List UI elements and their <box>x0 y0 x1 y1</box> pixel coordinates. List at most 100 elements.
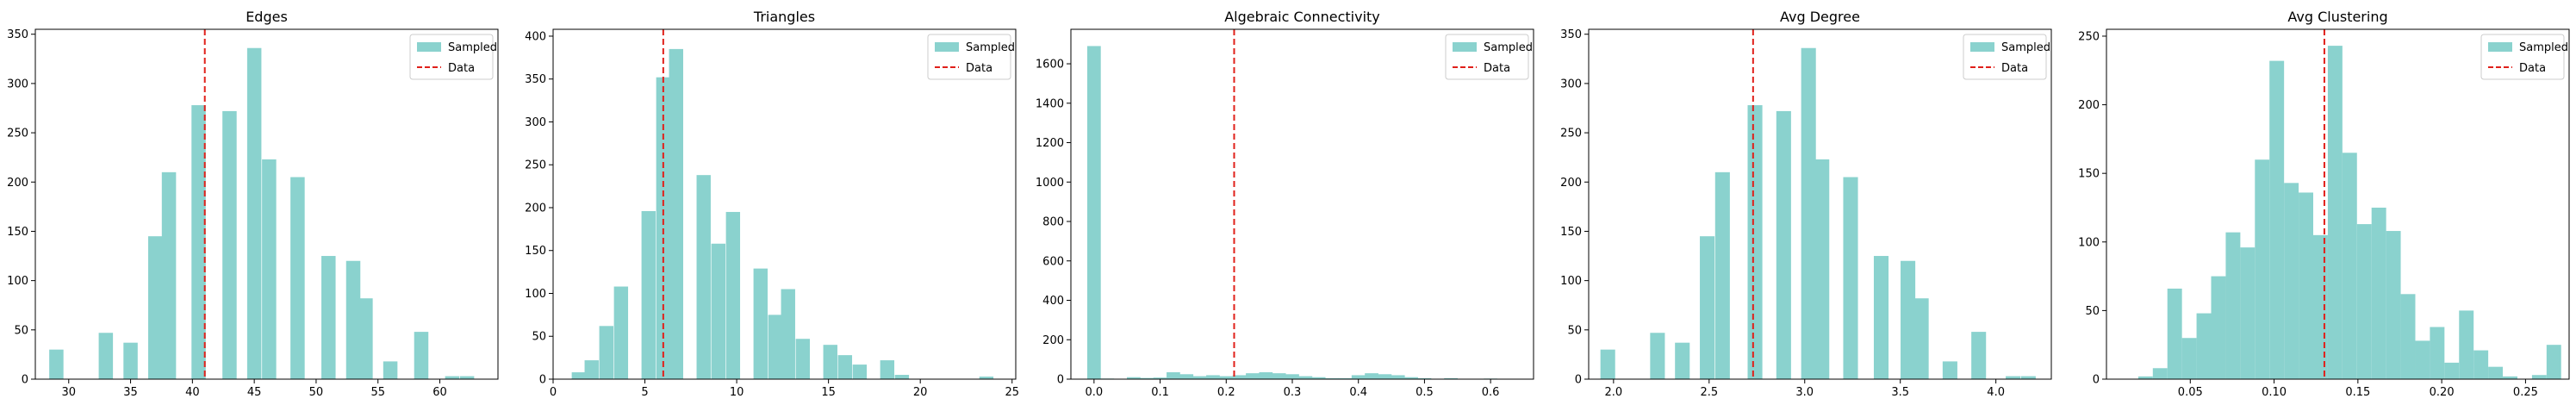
y-tick-label: 1400 <box>1036 97 1064 110</box>
subplot-3: 2.0 2.5 3.0 3.5 4.0 0 50 100 150 200 250 300 350 Avg … <box>1560 9 2052 399</box>
histogram-bar <box>768 315 783 379</box>
x-tick-label: 0.15 <box>2345 386 2370 399</box>
axes-frame <box>34 28 499 380</box>
histogram-bar <box>2371 207 2386 379</box>
histogram-bar <box>1153 377 1167 379</box>
y-tick-label: 1600 <box>1036 59 1064 72</box>
histogram-bar <box>1873 256 1889 379</box>
subplot-title: Triangles <box>753 9 815 25</box>
histogram-bar <box>571 372 587 379</box>
histogram-bar <box>880 360 895 379</box>
histogram-bar <box>2459 310 2474 379</box>
histogram-bar <box>222 110 237 379</box>
histogram-bar <box>383 361 398 379</box>
axes-frame <box>552 28 1017 380</box>
legend-label-sampled: Sampled <box>966 41 1015 54</box>
histogram-bar <box>2167 288 2182 379</box>
histogram-bar <box>1259 371 1273 379</box>
legend-label-data: Data <box>966 62 992 75</box>
subplot-title: Avg Clustering <box>2287 9 2387 25</box>
y-tick-label: 50 <box>1567 324 1582 337</box>
subplot-title: Algebraic Connectivity <box>1224 9 1380 25</box>
histogram-bar <box>2284 183 2299 379</box>
histogram-bar <box>1971 332 1987 379</box>
histogram-bar <box>1365 373 1378 379</box>
y-tick-label: 200 <box>1042 334 1064 347</box>
histogram-bar <box>2546 345 2561 379</box>
histogram-bar <box>1179 374 1194 379</box>
histogram-bar <box>2531 375 2547 379</box>
histogram-bar <box>2269 60 2285 380</box>
histogram-bar <box>1246 373 1260 379</box>
y-tick-label: 200 <box>525 202 546 215</box>
histogram-bar <box>1140 377 1154 379</box>
histogram-bar <box>1338 377 1353 379</box>
legend-label-sampled: Sampled <box>448 41 497 54</box>
x-tick-label: 2.5 <box>1700 386 1718 399</box>
x-tick-label: 0.1 <box>1151 386 1169 399</box>
histogram-bar <box>781 289 795 379</box>
histogram-bar <box>1714 171 1730 379</box>
histogram-bar <box>1285 374 1299 379</box>
legend-label-data: Data <box>1484 62 1510 75</box>
subplot-title: Avg Degree <box>1780 9 1860 25</box>
x-tick-label: 25 <box>1005 386 1019 399</box>
y-tick-label: 350 <box>7 28 28 41</box>
histogram-bar <box>1901 260 1916 379</box>
y-tick-label: 150 <box>7 226 28 239</box>
x-tick-label: 0.25 <box>2513 386 2538 399</box>
x-tick-label: 20 <box>913 386 928 399</box>
histogram-bar <box>1675 342 1690 379</box>
histogram-bar <box>795 339 811 379</box>
histogram-bar <box>2386 231 2401 379</box>
histogram-bar <box>2327 46 2343 379</box>
x-tick-label: 3.5 <box>1891 386 1909 399</box>
subplot-4: 0.05 0.10 0.15 0.20 0.25 0 50 100 150 200 250 Avg C… <box>2078 9 2570 399</box>
axes-frame <box>1070 28 1534 380</box>
histogram-bar <box>262 159 277 379</box>
histogram-bar <box>2356 224 2372 379</box>
histogram-bar <box>837 355 853 379</box>
histogram-bar <box>1444 377 1458 379</box>
histogram-bar <box>599 326 614 379</box>
legend-swatch-sampled <box>1453 42 1477 52</box>
y-tick-label: 0 <box>539 374 546 387</box>
x-tick-label: 2.0 <box>1605 386 1623 399</box>
histogram-bar <box>2006 376 2021 379</box>
y-tick-label: 50 <box>532 331 546 344</box>
axes-frame <box>2106 28 2570 380</box>
histogram-bar <box>1086 46 1101 379</box>
histogram-bar <box>1942 361 1957 379</box>
histogram-bar <box>161 171 177 379</box>
histogram-bar <box>2473 350 2489 379</box>
histogram-bar <box>1600 349 1615 379</box>
histogram-bar <box>1814 159 1830 379</box>
x-tick-label: 0.3 <box>1284 386 1302 399</box>
histogram-bar <box>2299 192 2313 379</box>
y-tick-label: 200 <box>7 177 28 190</box>
y-tick-label: 200 <box>1560 177 1582 190</box>
y-tick-label: 300 <box>7 78 28 90</box>
histogram-bar <box>1219 376 1234 379</box>
x-tick-label: 15 <box>821 386 836 399</box>
histogram-bar <box>641 210 656 379</box>
histogram-bar <box>894 375 910 379</box>
histogram-bar <box>2240 247 2256 379</box>
y-tick-label: 150 <box>2078 168 2100 181</box>
histogram-bar <box>358 298 373 379</box>
histogram-bar <box>1232 375 1247 379</box>
y-tick-label: 100 <box>7 275 28 288</box>
subplot-2: 0.0 0.1 0.2 0.3 0.4 0.5 0.6 0 200 400 600 800 1000 12… <box>1036 9 1534 399</box>
x-tick-label: 0.0 <box>1086 386 1104 399</box>
y-tick-label: 50 <box>14 324 28 337</box>
histogram-bar <box>1167 371 1180 379</box>
histogram-bar <box>1843 177 1858 379</box>
y-tick-label: 0 <box>22 374 28 387</box>
subplot-0: 30 35 40 45 50 55 60 0 50 100 150 200 250 300 350 Edges… <box>7 9 499 399</box>
histogram-bar <box>49 349 64 379</box>
x-tick-label: 0.10 <box>2262 386 2287 399</box>
x-tick-label: 60 <box>432 386 447 399</box>
axes-frame <box>1588 28 2052 380</box>
legend-swatch-sampled <box>1970 42 1994 52</box>
histogram-bar <box>1298 376 1313 379</box>
